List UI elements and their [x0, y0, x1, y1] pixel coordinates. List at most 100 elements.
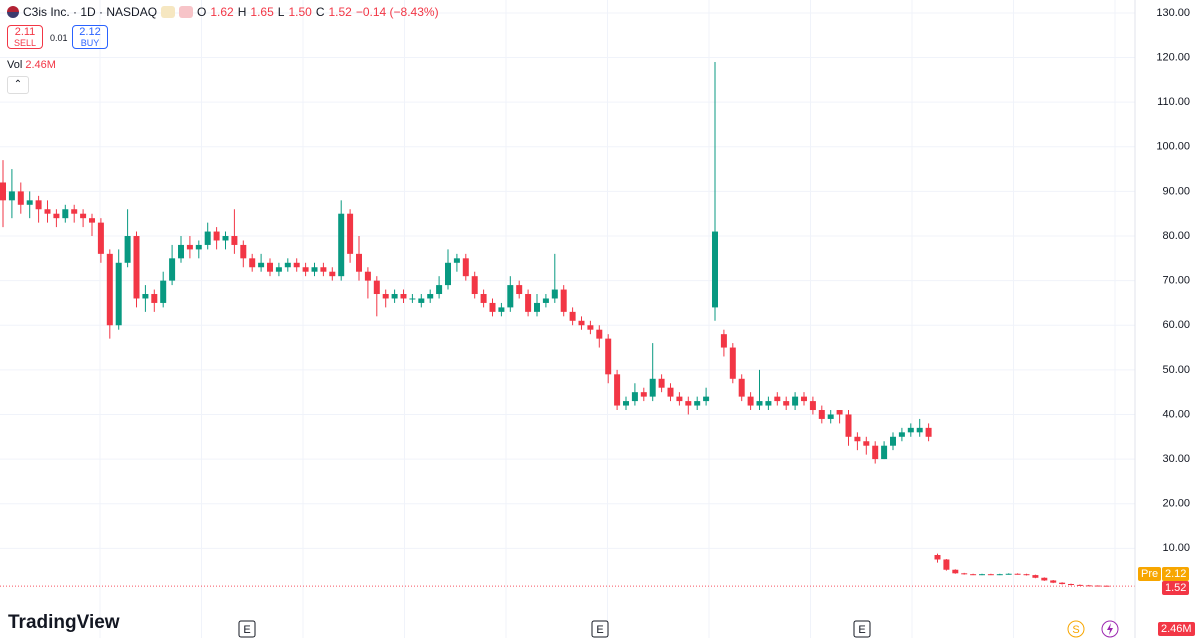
candle-body — [142, 294, 149, 299]
candle-body — [712, 231, 718, 308]
candle-body — [907, 427, 914, 433]
candle-body — [542, 298, 549, 303]
event-marker — [591, 620, 609, 638]
candle-body — [560, 289, 567, 312]
candle-body — [151, 294, 158, 303]
sell-button[interactable]: 2.11 SELL — [7, 25, 43, 49]
candle-body — [943, 559, 950, 570]
session-icon[interactable] — [161, 6, 176, 18]
candle-body — [534, 302, 540, 312]
candle-body — [106, 253, 113, 326]
event-label: E — [858, 624, 865, 636]
y-tick-label: 50.00 — [1162, 364, 1190, 376]
candle-body — [356, 253, 362, 272]
candle-body — [1094, 585, 1101, 587]
candle-body — [1023, 574, 1030, 576]
vol-label: Vol — [7, 59, 23, 71]
candle-body — [587, 325, 594, 330]
candle-body — [676, 396, 683, 402]
candle-body — [845, 414, 852, 437]
volume-legend: Vol 2.46M — [7, 59, 56, 71]
candle-body — [498, 307, 505, 312]
candle-body — [231, 236, 238, 245]
candle-body — [649, 378, 656, 397]
candle-body — [338, 213, 345, 277]
candle-body — [765, 401, 772, 406]
event-label: S — [1072, 624, 1079, 636]
candle-body — [631, 392, 638, 402]
candle-body — [596, 329, 603, 339]
event-marker — [238, 620, 256, 638]
ohlc-key: O — [197, 5, 207, 19]
candle-body — [854, 436, 861, 442]
candle-body — [89, 218, 95, 223]
candle-body — [1103, 585, 1110, 587]
candle-body — [1059, 582, 1066, 585]
candle-body — [258, 262, 265, 268]
candle-body — [774, 396, 781, 402]
candle-body — [551, 289, 558, 299]
y-tick-label: 40.00 — [1162, 408, 1190, 420]
candle-body — [213, 231, 220, 241]
candle-body — [658, 378, 665, 388]
candle-body — [623, 401, 629, 406]
ohlc-value: 1.50 — [288, 5, 312, 19]
candle-body — [124, 236, 131, 263]
candle-body — [898, 432, 905, 437]
candle-body — [863, 441, 870, 446]
candle-body — [284, 262, 291, 268]
candle-body — [818, 410, 825, 419]
pre-price: 2.12 — [1162, 567, 1190, 581]
flag-icon — [7, 6, 19, 18]
y-tick-label: 70.00 — [1162, 275, 1190, 287]
candle-body — [961, 573, 968, 575]
candle-body — [453, 258, 460, 263]
candle-body — [809, 401, 816, 411]
candle-body — [890, 436, 896, 446]
y-tick-label: 130.00 — [1156, 7, 1190, 19]
y-tick-label: 10.00 — [1162, 542, 1190, 554]
candle-body — [979, 574, 985, 576]
collapse-button[interactable]: ⌃ — [7, 76, 29, 94]
y-tick-label: 100.00 — [1156, 141, 1190, 153]
candle-body — [569, 311, 576, 321]
candle-body — [827, 414, 834, 419]
symbol[interactable]: C3is Inc. · 1D · NASDAQ — [23, 5, 158, 19]
ohlc-key: H — [237, 5, 247, 19]
y-tick-label: 30.00 — [1162, 453, 1190, 465]
candle-body — [614, 374, 621, 406]
candle-body — [703, 396, 710, 402]
candle-body — [329, 271, 336, 277]
volume-tag: 2.46M — [1158, 622, 1195, 636]
candle-body — [62, 209, 69, 219]
buy-button[interactable]: 2.12 BUY — [72, 25, 108, 49]
buy-label: BUY — [80, 38, 100, 48]
candle-body — [881, 445, 888, 460]
candle-body — [427, 294, 434, 299]
candle-body — [720, 334, 727, 348]
event-marker — [853, 620, 871, 638]
candle-body — [418, 298, 425, 303]
y-tick-label: 90.00 — [1162, 185, 1190, 197]
logo[interactable]: TradingView — [8, 612, 120, 633]
candle-body — [115, 262, 122, 326]
candle-body — [640, 392, 647, 397]
event-label: E — [243, 624, 250, 636]
candle-body — [801, 396, 807, 402]
candle-body — [364, 271, 371, 281]
candle-body — [667, 387, 674, 397]
candle-body — [916, 427, 923, 433]
candle-body — [756, 401, 763, 406]
ohlc: O 1.62 H 1.65 L 1.50 C 1.52 — [197, 5, 352, 19]
candle-body — [783, 401, 790, 406]
news-icon[interactable] — [179, 6, 194, 18]
last-price: 1.52 — [1162, 581, 1190, 595]
candle-body — [925, 427, 932, 437]
candle-body — [160, 280, 167, 303]
candle-body — [1032, 575, 1039, 578]
candle-body — [0, 182, 6, 201]
candle-body — [35, 200, 42, 210]
y-tick-label: 110.00 — [1157, 96, 1190, 108]
ohlc-value: 1.65 — [250, 5, 274, 19]
